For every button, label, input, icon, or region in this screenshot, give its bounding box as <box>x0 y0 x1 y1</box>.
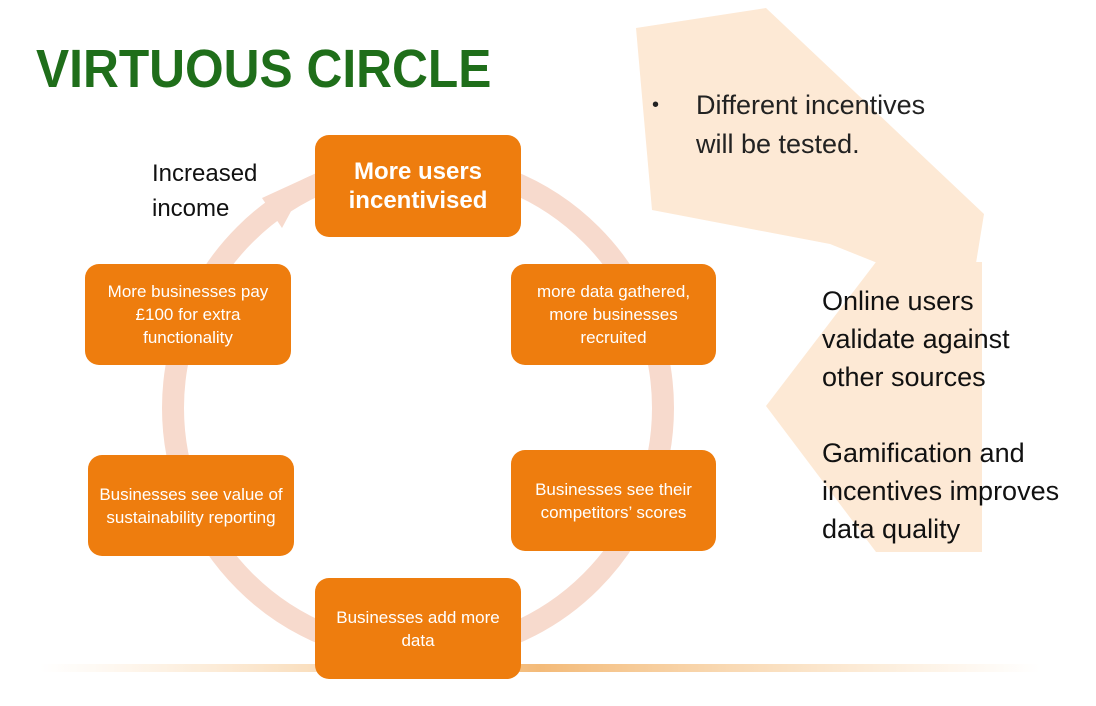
bullet-item: • Different incentives will be tested. <box>652 86 956 164</box>
side-note: Gamification and incentives improves dat… <box>822 438 1060 544</box>
increased-income-label: Increased income <box>152 160 258 222</box>
page-title: VIRTUOUS CIRCLE <box>36 39 492 99</box>
cycle-node-lower-left-text: Businesses see value of sustainability r… <box>99 484 283 527</box>
cycle-node-upper-left-text: More businesses pay £100 for extra funct… <box>107 282 269 347</box>
bullet-text: Different incentives will be tested. <box>696 90 926 159</box>
cycle-node-lower-right-text: Businesses see their competitors’ scores <box>535 479 692 522</box>
cycle-node-upper-right: more data gathered, more businesses recr… <box>511 264 716 365</box>
cycle-node-top: More users incentivised <box>315 135 521 237</box>
cycle-node-bottom: Businesses add more data <box>315 578 521 679</box>
arrow-shape-side <box>766 262 982 552</box>
cycle-node-lower-left: Businesses see value of sustainability r… <box>88 455 294 556</box>
cycle-node-lower-right: Businesses see their competitors’ scores <box>511 450 716 551</box>
floor-shadow <box>40 664 1040 672</box>
bullet-icon: • <box>652 94 660 116</box>
side-notes: Online users validate against other sour… <box>822 282 1082 548</box>
cycle-node-bottom-text: Businesses add more data <box>336 607 500 650</box>
ring-arrowhead <box>262 176 310 228</box>
cycle-node-upper-left: More businesses pay £100 for extra funct… <box>85 264 291 365</box>
arrow-shape-top <box>636 8 984 300</box>
cycle-node-upper-right-text: more data gathered, more businesses recr… <box>536 282 691 347</box>
side-note: Online users validate against other sour… <box>822 286 1010 392</box>
cycle-node-top-text: More users incentivised <box>348 158 488 214</box>
